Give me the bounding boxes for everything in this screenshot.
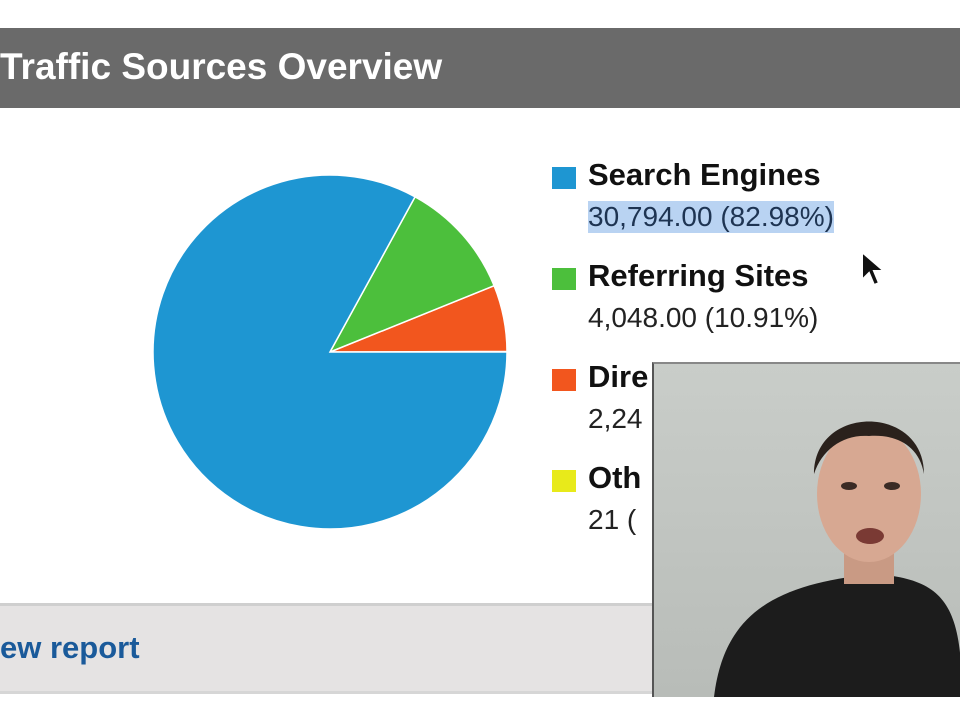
panel-header: Traffic Sources Overview bbox=[0, 28, 960, 108]
legend-value: 2,24 bbox=[588, 403, 643, 434]
legend-value: 21 ( bbox=[588, 504, 637, 535]
legend-swatch bbox=[552, 470, 576, 492]
pie-slice-referring-sites[interactable] bbox=[328, 195, 496, 354]
report-footer: ew report bbox=[0, 603, 660, 694]
webcam-video-overlay bbox=[652, 362, 960, 697]
legend-value: 4,048.00 (10.91%) bbox=[588, 302, 819, 333]
page-title: Traffic Sources Overview bbox=[0, 46, 443, 87]
legend-swatch bbox=[552, 369, 576, 391]
legend-swatch bbox=[552, 268, 576, 290]
legend-label: Search Engines bbox=[588, 157, 821, 192]
pie-chart bbox=[152, 174, 508, 530]
mouse-pointer-icon bbox=[861, 250, 887, 287]
legend-swatch bbox=[552, 167, 576, 189]
legend-label: Referring Sites bbox=[588, 258, 809, 293]
presenter-figure bbox=[714, 421, 960, 697]
top-strip bbox=[0, 0, 960, 28]
legend-value: 30,794.00 (82.98%) bbox=[588, 201, 834, 233]
legend-label: Oth bbox=[588, 460, 642, 495]
view-report-link[interactable]: ew report bbox=[0, 630, 140, 665]
pie-slice-search-engines[interactable] bbox=[152, 174, 508, 530]
legend-label: Dire bbox=[588, 359, 649, 394]
